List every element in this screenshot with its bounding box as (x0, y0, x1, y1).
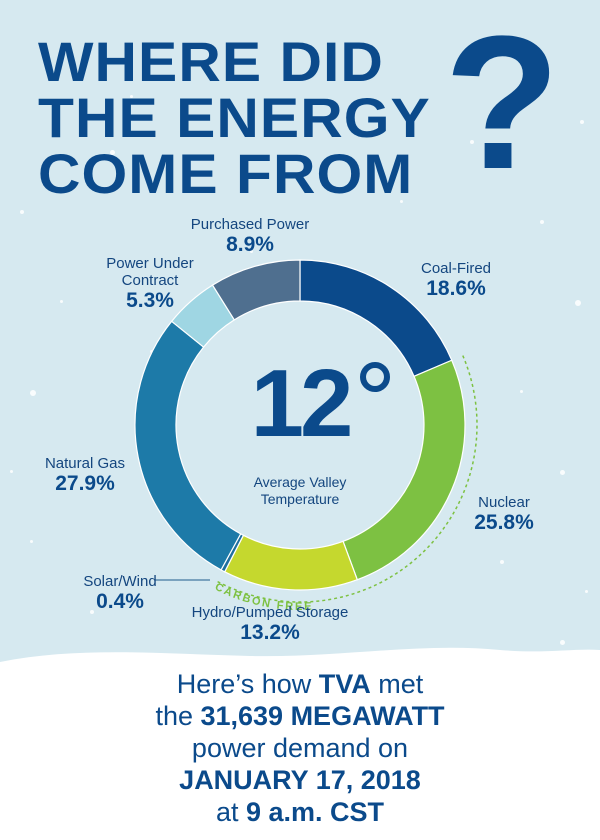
label-hydro: Hydro/Pumped Storage 13.2% (170, 604, 370, 645)
label-power-under-contract: Power Under Contract 5.3% (90, 255, 210, 313)
snowflake (520, 390, 523, 393)
label-solar-wind: Solar/Wind 0.4% (70, 573, 170, 614)
footer-1b: TVA (318, 669, 371, 699)
footer-1c: met (370, 669, 424, 699)
snowflake (560, 470, 565, 475)
label-coal-pct: 18.6% (426, 277, 486, 300)
snowflake (60, 300, 63, 303)
footer-2b: 31,639 MEGAWATT (200, 701, 445, 731)
slice-purchased-power (211, 259, 301, 321)
headline-line-1: WHERE DID (38, 30, 384, 93)
label-purchased-pct: 8.9% (226, 233, 274, 256)
footer-1a: Here’s how (176, 669, 319, 699)
snowflake (90, 610, 94, 614)
slice-hydro (223, 534, 359, 591)
snowflake (30, 390, 36, 396)
carbon-free-arc (214, 355, 478, 603)
snowflake (30, 540, 33, 543)
label-nuclear: Nuclear 25.8% (444, 494, 564, 535)
snowflake (150, 350, 153, 353)
degree-symbol (360, 362, 390, 392)
footer-line-4: JANUARY 17, 2018 (0, 764, 600, 796)
headline-line-2: THE ENERGY (38, 86, 431, 149)
label-contract-name-2: Contract (121, 272, 179, 289)
label-gas-name: Natural Gas (44, 455, 126, 472)
snowflake (585, 590, 588, 593)
slice-natural-gas (134, 320, 242, 571)
snowflake (575, 300, 581, 306)
label-nuclear-name: Nuclear (478, 494, 530, 511)
footer-text: Here’s how TVA met the 31,639 MEGAWATT p… (0, 668, 600, 828)
label-hydro-name: Hydro/Pumped Storage (191, 604, 349, 621)
headline-line-3: COME FROM (38, 142, 414, 205)
footer-line-5: at 9 a.m. CST (0, 796, 600, 828)
footer-5b: 9 a.m. CST (245, 797, 385, 827)
label-contract-pct: 5.3% (126, 289, 174, 312)
label-solar-name: Solar/Wind (83, 573, 157, 590)
footer-5a: at (215, 797, 246, 827)
snowflake (250, 250, 253, 253)
snowflake (470, 140, 474, 144)
snowflake (540, 220, 544, 224)
snowflake (400, 200, 403, 203)
label-solar-pct: 0.4% (96, 590, 144, 613)
footer-line-3: power demand on (191, 733, 409, 763)
label-natural-gas: Natural Gas 27.9% (30, 455, 140, 496)
caption-line-1: Average Valley (253, 474, 347, 490)
label-hydro-pct: 13.2% (240, 621, 300, 644)
caption-line-2: Temperature (260, 491, 340, 507)
footer-4: JANUARY 17, 2018 (179, 765, 421, 795)
temperature-value: 12 (250, 350, 354, 457)
snowflake (110, 150, 115, 155)
footer-line-1: Here’s how TVA met (0, 668, 600, 700)
snowflake (560, 640, 565, 645)
label-gas-pct: 27.9% (55, 472, 115, 495)
snowflake (580, 120, 584, 124)
label-contract-name-1: Power Under (106, 255, 194, 272)
label-coal-name: Coal-Fired (420, 260, 492, 277)
footer-line-2: the 31,639 MEGAWATT (0, 700, 600, 732)
label-purchased-power: Purchased Power 8.9% (175, 216, 325, 257)
snowflake (500, 560, 504, 564)
question-mark: ? (444, 0, 561, 209)
temperature-caption: Average Valley Temperature (220, 474, 380, 508)
footer-2a: the (155, 701, 201, 731)
snowflake (20, 210, 24, 214)
label-purchased-name: Purchased Power (190, 216, 310, 233)
snow-ground (0, 647, 600, 840)
headline: WHERE DID THE ENERGY COME FROM (38, 34, 431, 202)
label-coal-fired: Coal-Fired 18.6% (386, 260, 526, 301)
snowflake (130, 95, 133, 98)
snowflake (10, 470, 13, 473)
label-nuclear-pct: 25.8% (474, 511, 534, 534)
